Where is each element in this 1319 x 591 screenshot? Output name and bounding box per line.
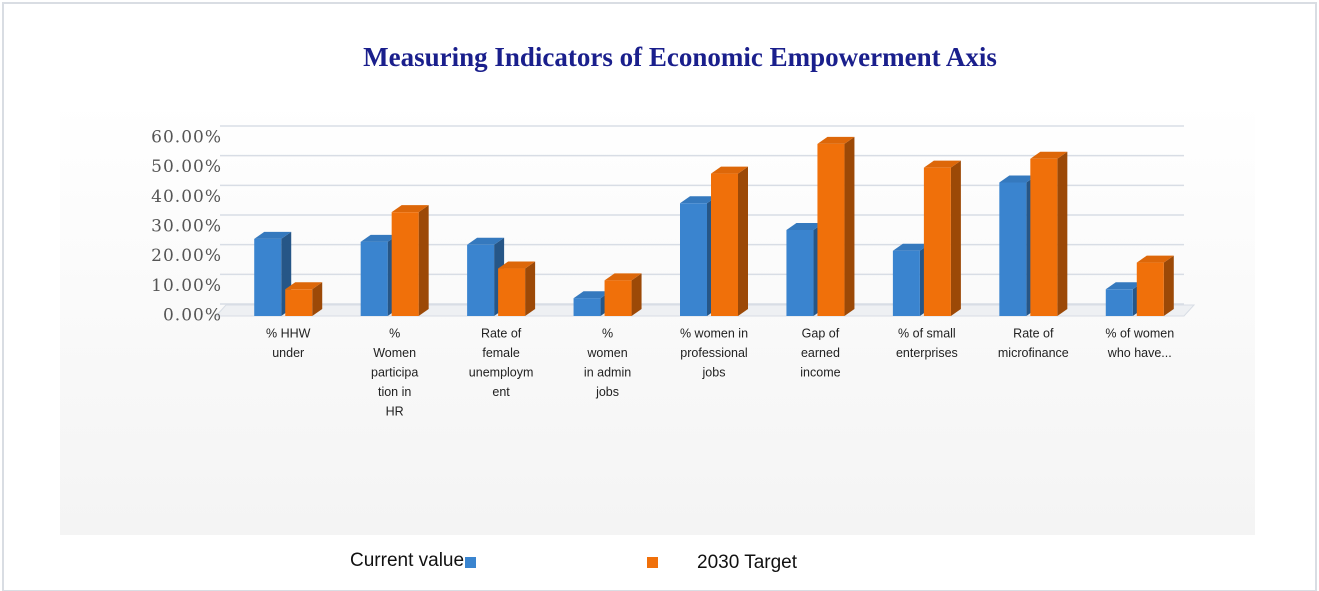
chart-title: Measuring Indicators of Economic Empower…	[363, 42, 997, 72]
bar-front	[680, 203, 707, 316]
x-tick-label: jobs	[702, 365, 726, 379]
bar-top	[817, 136, 855, 144]
bar-side	[631, 273, 642, 316]
bar-side	[1057, 151, 1068, 316]
x-tick-label: jobs	[595, 385, 619, 399]
x-tick-label: earned	[801, 346, 840, 360]
bar-front	[254, 238, 282, 316]
x-tick-label: unemploym	[469, 365, 534, 379]
bar-front	[498, 268, 526, 316]
bar-side	[844, 136, 855, 316]
bar-top	[999, 175, 1037, 183]
bar-front	[360, 241, 388, 316]
bar-front	[604, 280, 632, 316]
x-tick-label: % women in	[680, 326, 748, 340]
bar-side	[312, 282, 323, 316]
plot-background	[60, 100, 1255, 535]
bar-top	[1136, 255, 1174, 263]
y-tick-label: 50.00%	[151, 157, 222, 177]
bar	[1105, 282, 1143, 316]
bar-front	[285, 289, 313, 316]
bar	[498, 261, 536, 316]
y-tick-label: 0.00%	[163, 306, 222, 326]
x-tick-label: enterprises	[896, 346, 958, 360]
x-tick-label: in admin	[584, 365, 631, 379]
x-tick-label: women	[586, 346, 627, 360]
bar-side	[950, 160, 961, 316]
bar-front	[923, 167, 951, 316]
bar-front	[999, 182, 1027, 316]
bar-top	[711, 166, 748, 174]
x-tick-label: %	[389, 326, 400, 340]
bar-side	[418, 205, 429, 316]
bar	[254, 231, 292, 316]
x-tick-label: income	[800, 365, 840, 379]
x-tick-label: Rate of	[481, 326, 522, 340]
bar-top	[1105, 282, 1143, 290]
x-tick-label: female	[482, 346, 520, 360]
bar	[923, 160, 961, 316]
legend-label: 2030 Target	[697, 552, 798, 573]
x-tick-label: % of women	[1105, 326, 1174, 340]
bar-side	[525, 261, 536, 316]
bar-front	[467, 244, 495, 316]
x-tick-label: HR	[386, 404, 404, 418]
x-tick-label: % of small	[898, 326, 956, 340]
x-tick-label: professional	[680, 346, 747, 360]
bar	[604, 273, 642, 316]
legend-label: Current value	[350, 550, 464, 571]
bar-front	[711, 173, 738, 316]
bar-top	[680, 196, 717, 204]
x-tick-label: %	[602, 326, 613, 340]
x-tick-label: who have...	[1107, 346, 1172, 360]
bar-top	[391, 205, 429, 213]
bar-top	[923, 160, 961, 168]
bar-top	[498, 261, 536, 269]
bar-front	[892, 250, 920, 316]
bar-front	[391, 212, 419, 316]
bar-top	[467, 237, 505, 245]
bar-top	[573, 291, 611, 299]
bar-side	[1163, 255, 1174, 316]
x-tick-label: under	[272, 346, 304, 360]
bar-front	[817, 143, 845, 316]
bar-front	[786, 229, 814, 316]
x-tick-label: % HHW	[266, 326, 311, 340]
bar-top	[285, 282, 323, 290]
x-tick-label: Gap of	[802, 326, 840, 340]
bar-top	[604, 273, 642, 281]
legend-swatch	[647, 557, 658, 568]
x-tick-label: participa	[371, 365, 418, 379]
bar-top	[1030, 151, 1068, 159]
bar-front	[1030, 158, 1058, 316]
bar	[711, 166, 748, 316]
y-tick-label: 40.00%	[151, 187, 222, 207]
x-tick-label: tion in	[378, 385, 411, 399]
bar	[285, 282, 323, 316]
y-tick-label: 30.00%	[151, 217, 222, 237]
bar-front	[1136, 262, 1164, 316]
bar	[1030, 151, 1068, 316]
bar-front	[573, 298, 601, 316]
x-tick-label: Rate of	[1013, 326, 1054, 340]
bar	[817, 136, 855, 316]
y-tick-label: 20.00%	[151, 246, 222, 266]
bar-top	[360, 234, 398, 242]
x-tick-label: microfinance	[998, 346, 1069, 360]
y-tick-label: 60.00%	[151, 128, 222, 148]
bar-front	[1105, 289, 1133, 316]
bar	[391, 205, 429, 316]
bar	[1136, 255, 1174, 316]
y-tick-label: 10.00%	[151, 276, 222, 296]
bar-top	[254, 231, 292, 239]
bar-top	[786, 222, 824, 230]
bar-top	[892, 243, 930, 251]
x-tick-label: Women	[373, 346, 416, 360]
bar-side	[738, 166, 748, 316]
x-tick-label: ent	[492, 385, 510, 399]
legend-swatch	[465, 557, 476, 568]
bar	[892, 243, 930, 316]
